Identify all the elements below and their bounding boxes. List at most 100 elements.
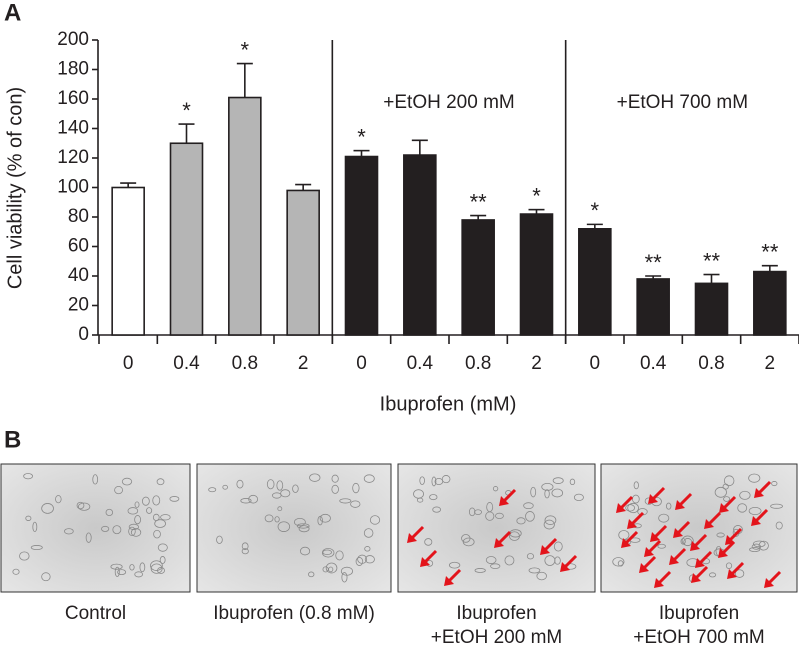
cell bbox=[551, 488, 564, 498]
x-tick-label: 0.8 bbox=[465, 353, 491, 374]
cell bbox=[296, 523, 310, 529]
cell bbox=[240, 498, 252, 504]
cell bbox=[64, 528, 74, 535]
cell bbox=[716, 532, 725, 538]
significance-label: * bbox=[591, 198, 600, 223]
cell bbox=[448, 561, 461, 569]
significance-label: ** bbox=[470, 189, 488, 214]
arrow-head bbox=[704, 519, 714, 529]
cell bbox=[431, 476, 437, 487]
cell bbox=[573, 493, 584, 502]
cell bbox=[748, 473, 761, 483]
cell bbox=[152, 513, 160, 522]
cell bbox=[128, 523, 139, 531]
cell bbox=[322, 566, 329, 573]
arrow bbox=[653, 524, 668, 539]
arrow bbox=[647, 539, 662, 554]
arrow bbox=[651, 486, 666, 501]
y-tick-label: 100 bbox=[57, 177, 89, 198]
significance-label: * bbox=[241, 37, 250, 62]
cell bbox=[154, 519, 166, 528]
arrow bbox=[678, 492, 693, 507]
bar bbox=[694, 282, 729, 336]
x-tick-label: 0.4 bbox=[173, 353, 200, 374]
group-label: +EtOH 700 mM bbox=[617, 92, 748, 113]
cell bbox=[536, 571, 547, 581]
cell bbox=[627, 502, 639, 514]
cell bbox=[298, 525, 310, 533]
cell bbox=[569, 478, 576, 486]
arrow bbox=[624, 530, 639, 545]
arrow-head bbox=[690, 541, 700, 551]
cell bbox=[504, 555, 515, 566]
arrow-head bbox=[751, 516, 761, 526]
arrow-head bbox=[650, 532, 660, 542]
bar bbox=[286, 189, 320, 336]
cell bbox=[552, 477, 564, 484]
cell bbox=[523, 502, 534, 510]
cell bbox=[150, 560, 163, 571]
caption: Control bbox=[65, 603, 126, 624]
cell bbox=[543, 519, 555, 530]
cell bbox=[208, 487, 217, 493]
arrow-head bbox=[669, 555, 679, 565]
cell bbox=[159, 556, 166, 564]
cell bbox=[129, 564, 135, 571]
cell bbox=[516, 517, 526, 525]
y-tick-label: 200 bbox=[57, 29, 89, 50]
arrow bbox=[676, 520, 691, 535]
micrograph bbox=[397, 463, 596, 593]
cell bbox=[490, 563, 501, 569]
y-tick-label: 80 bbox=[68, 206, 89, 227]
cell bbox=[775, 521, 783, 530]
cell bbox=[554, 556, 561, 565]
cell bbox=[141, 496, 150, 506]
x-tick-label: 2 bbox=[298, 353, 309, 374]
cell bbox=[280, 489, 291, 498]
arrow bbox=[693, 533, 708, 548]
cell bbox=[150, 563, 163, 574]
x-tick-label: 0 bbox=[123, 353, 134, 374]
cell bbox=[277, 521, 291, 532]
cell bbox=[355, 557, 364, 566]
cell bbox=[665, 502, 672, 510]
cell bbox=[77, 502, 91, 511]
arrow bbox=[694, 565, 709, 580]
cell bbox=[236, 479, 244, 489]
panel-label: A bbox=[4, 0, 21, 26]
cell bbox=[485, 511, 495, 521]
caption: Ibuprofen bbox=[456, 603, 536, 624]
arrow bbox=[563, 554, 578, 569]
arrow-head bbox=[754, 488, 764, 498]
cell bbox=[276, 480, 284, 491]
cell bbox=[541, 482, 554, 491]
cell bbox=[485, 556, 497, 564]
cell bbox=[169, 496, 180, 502]
cell bbox=[708, 572, 717, 578]
cell bbox=[41, 572, 51, 582]
cell bbox=[112, 525, 122, 535]
arrow bbox=[707, 511, 722, 526]
arrow bbox=[698, 550, 713, 565]
cell bbox=[30, 545, 43, 551]
arrow-head bbox=[654, 578, 664, 588]
cell bbox=[331, 474, 339, 483]
cell bbox=[117, 569, 127, 576]
cell bbox=[526, 553, 535, 560]
x-tick-label: 2 bbox=[531, 353, 542, 374]
arrow-head bbox=[719, 503, 729, 513]
cell bbox=[739, 490, 751, 500]
x-tick-label: 0 bbox=[356, 353, 367, 374]
cell bbox=[474, 509, 482, 515]
y-tick-label: 20 bbox=[68, 295, 89, 316]
x-tick-label: 2 bbox=[765, 353, 776, 374]
y-tick-label: 180 bbox=[57, 59, 89, 80]
cell bbox=[55, 495, 62, 504]
cell bbox=[416, 497, 424, 503]
panel-label: B bbox=[4, 426, 21, 453]
arrow-head bbox=[621, 538, 631, 548]
arrow bbox=[767, 570, 782, 585]
arrow bbox=[619, 495, 634, 510]
arrow-head bbox=[494, 538, 504, 548]
arrow bbox=[730, 561, 745, 576]
